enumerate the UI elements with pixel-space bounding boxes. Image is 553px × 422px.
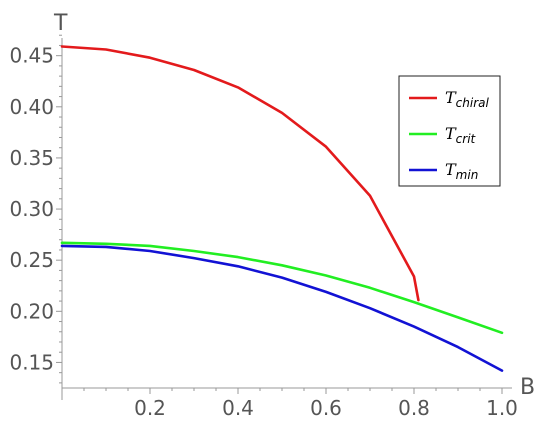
legend-label-crit: Tcrit: [445, 124, 477, 146]
ticks: 0.2 0.4 0.6 0.8 1.0 0.15 0.20 0.25 0.30 0.35 0.40 0…: [9, 34, 518, 420]
legend-main-symbol: T: [445, 160, 457, 179]
y-tick-label: 0.45: [9, 44, 54, 68]
x-axis-label: B: [520, 375, 535, 400]
legend-label-chiral: Tchiral: [445, 88, 489, 110]
x-tick-label: 0.4: [222, 396, 254, 420]
y-tick-label: 0.40: [9, 95, 54, 119]
series-line-min: [60, 244, 504, 372]
x-tick-label: 0.8: [398, 396, 430, 420]
y-tick-label: 0.30: [9, 197, 54, 221]
legend-main-symbol: T: [445, 88, 457, 107]
x-tick-label: 0.6: [310, 396, 342, 420]
series-line-crit: [60, 241, 504, 335]
legend-box: [398, 75, 501, 187]
y-tick-label: 0.25: [9, 248, 54, 272]
legend-label-min: Tmin: [445, 160, 478, 182]
y-tick-label: 0.15: [9, 350, 54, 374]
y-tick-label: 0.20: [9, 299, 54, 323]
y-axis-label: T: [53, 11, 68, 36]
x-tick-label: 0.2: [134, 396, 166, 420]
series-line-chiral: [60, 45, 420, 302]
axes: B T: [53, 11, 535, 400]
legend-subscript: chiral: [456, 96, 490, 110]
x-tick-label: 1.0: [486, 396, 518, 420]
legend-main-symbol: T: [445, 124, 457, 143]
series: [60, 45, 504, 372]
legend-subscript: crit: [456, 132, 477, 146]
y-tick-label: 0.35: [9, 146, 54, 170]
legend-subscript: min: [456, 168, 479, 182]
